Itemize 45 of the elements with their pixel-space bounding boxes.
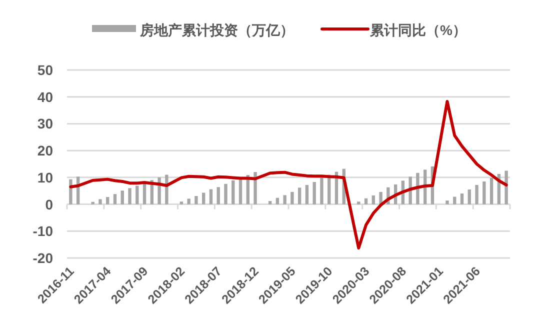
bar [209,189,213,204]
bar [357,202,360,204]
bar [136,186,139,204]
bar [490,178,494,204]
y-tick-label: 10 [37,169,54,186]
bar [475,184,478,204]
bar [364,198,368,204]
y-tick-label: -10 [32,223,54,240]
bar [232,180,235,204]
legend-label: 累计同比（%） [369,22,466,38]
bar [216,187,220,204]
bar [224,184,228,204]
y-tick-label: 30 [37,116,54,132]
bar [312,182,316,204]
bar [290,192,294,204]
bar [113,194,117,204]
bar [194,196,198,204]
bar [187,198,190,204]
bar [446,200,449,204]
bar [98,199,102,204]
bar [468,190,471,204]
y-tick-label: 50 [37,62,54,78]
bar [320,178,324,204]
bar [305,184,309,204]
bar [482,181,486,204]
y-tick-label: -20 [32,250,54,266]
bar [128,188,132,204]
bar [268,201,272,204]
bar [120,190,124,204]
y-tick-label: 0 [45,196,54,212]
bar [460,194,464,204]
bar [372,195,376,204]
bar [202,192,206,204]
bar [180,202,184,204]
bar [298,188,302,204]
y-tick-label: 20 [37,142,54,159]
bar [91,202,94,204]
bar [276,198,280,204]
bar [504,170,508,204]
legend-label: 房地产累计投资（万亿） [139,22,294,38]
bar [106,197,110,204]
bar [453,196,456,204]
bar [283,195,286,204]
line-series [69,100,508,250]
y-tick-label: 40 [37,88,54,105]
